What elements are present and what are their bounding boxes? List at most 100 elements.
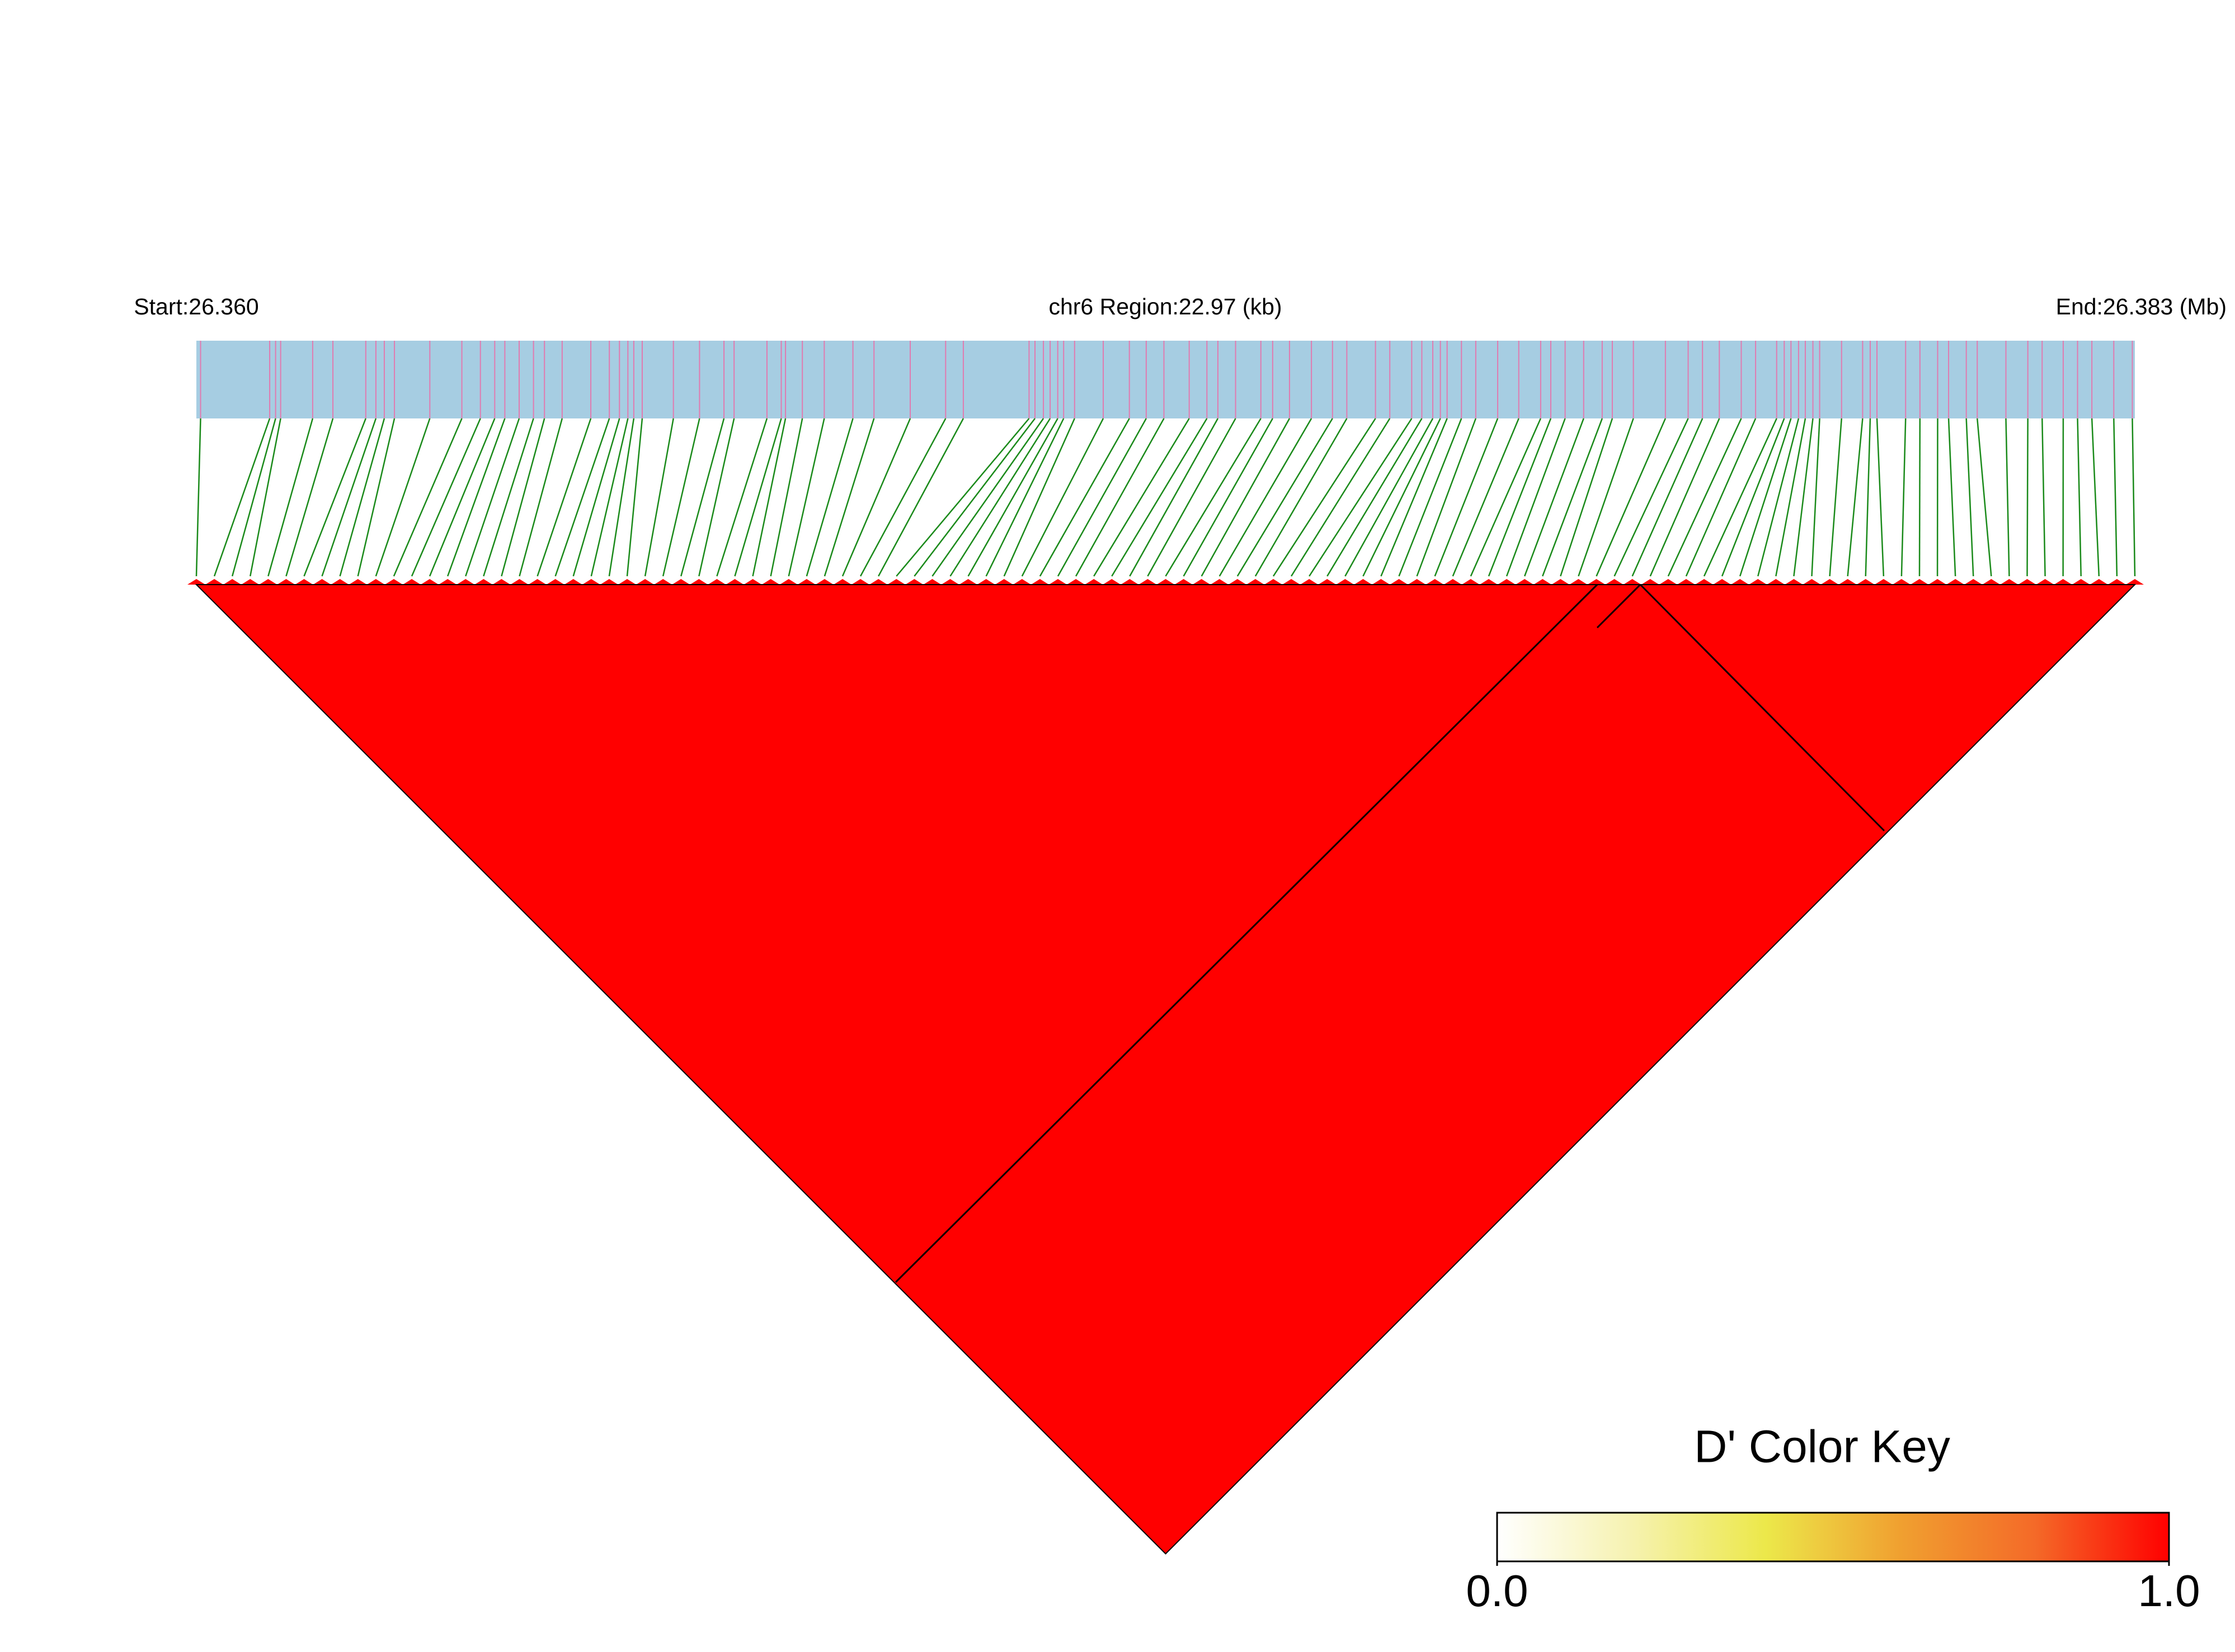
block-outline [1639, 583, 1885, 832]
snp-tick [457, 579, 475, 585]
region-bar [196, 341, 2135, 418]
snp-connector [213, 418, 271, 577]
snp-tick [1928, 579, 1947, 585]
snp-tick [313, 579, 331, 585]
snp-tick [2036, 579, 2054, 585]
snp-connector [1721, 418, 1785, 577]
snp-tick [295, 579, 313, 585]
snp-tick [941, 579, 959, 585]
snp-tick [384, 579, 403, 585]
snp-tick [1192, 579, 1211, 585]
snp-tick [564, 579, 582, 585]
snp-tick [618, 579, 637, 585]
snp-connector [2005, 418, 2010, 577]
snp-tick [1551, 579, 1570, 585]
snp-connector [1201, 418, 1291, 577]
snp-tick [654, 579, 672, 585]
snp-connector [1560, 418, 1613, 577]
snp-connector [2026, 418, 2029, 577]
snp-tick [402, 579, 421, 585]
snp-tick [1587, 579, 1606, 585]
snp-connector [1965, 418, 1974, 577]
snp-tick [187, 579, 206, 585]
snp-connector [1523, 418, 1584, 577]
snp-connector [1613, 418, 1689, 577]
snp-connector [806, 418, 854, 577]
snp-connector [1977, 418, 1992, 577]
snp-connector [1847, 418, 1864, 577]
snp-tick [1659, 579, 1677, 585]
snp-tick [2054, 579, 2072, 585]
snp-connector [716, 418, 768, 577]
snp-connector [1757, 418, 1800, 577]
snp-tick [744, 579, 762, 585]
snp-tick [528, 579, 547, 585]
block-outline [895, 583, 1598, 1283]
snp-connector [662, 418, 700, 577]
snp-tick [1461, 579, 1480, 585]
snp-connector [1865, 418, 1871, 577]
color-key-tick-label: 0.0 [1466, 1566, 1528, 1616]
snp-connector [859, 418, 947, 577]
snp-tick [1336, 579, 1354, 585]
snp-tick [1354, 579, 1372, 585]
snp-connector [1309, 418, 1413, 577]
snp-tick [1443, 579, 1462, 585]
snp-tick [1533, 579, 1552, 585]
snp-connector [1918, 418, 1921, 577]
snp-connector [375, 418, 431, 577]
snp-connector [1003, 418, 1075, 577]
snp-connector [1093, 418, 1190, 577]
snp-connector [303, 418, 366, 577]
snp-tick [959, 579, 977, 585]
snp-connector [519, 418, 563, 577]
snp-tick [708, 579, 726, 585]
snp-connector [1596, 418, 1667, 577]
snp-connector [1829, 418, 1842, 577]
snp-tick [1713, 579, 1731, 585]
snp-connector [1667, 418, 1742, 577]
snp-tick [1228, 579, 1246, 585]
snp-tick [672, 579, 690, 585]
snp-connector [357, 418, 396, 577]
snp-connector [2077, 418, 2082, 577]
snp-connector [644, 418, 674, 577]
snp-tick [1103, 579, 1121, 585]
snp-connector [1075, 418, 1165, 577]
snp-tick [2125, 579, 2144, 585]
snp-connector [1147, 418, 1236, 577]
snp-tick [331, 579, 349, 585]
snp-tick [1982, 579, 2001, 585]
snp-connector [1947, 418, 1956, 577]
snp-tick [977, 579, 995, 585]
snp-tick [761, 579, 780, 585]
snp-connector [698, 418, 735, 577]
snp-tick [1749, 579, 1767, 585]
snp-connector [590, 418, 629, 577]
snp-connector [483, 418, 534, 577]
snp-connector [572, 418, 620, 577]
snp-tick [690, 579, 708, 585]
snp-connector [1488, 418, 1552, 577]
snp-connector [896, 418, 1030, 577]
snp-tick [474, 579, 493, 585]
snp-connector [1649, 418, 1720, 577]
snp-connector [393, 418, 463, 577]
snp-tick [726, 579, 744, 585]
snp-tick [1946, 579, 1965, 585]
snp-connector [1236, 418, 1333, 577]
snp-tick [1874, 579, 1893, 585]
snp-connector [1111, 418, 1208, 577]
snp-connector [1326, 418, 1423, 577]
snp-connector [1685, 418, 1757, 577]
snp-connector [195, 418, 201, 577]
snp-tick [2018, 579, 2036, 585]
region-label: chr6 Region:22.97 (kb) [1048, 294, 1282, 319]
snp-tick [1677, 579, 1695, 585]
snp-connector [537, 418, 592, 577]
snp-tick [1300, 579, 1319, 585]
snp-tick [1264, 579, 1283, 585]
snp-connector [1416, 418, 1477, 577]
snp-tick [1121, 579, 1139, 585]
